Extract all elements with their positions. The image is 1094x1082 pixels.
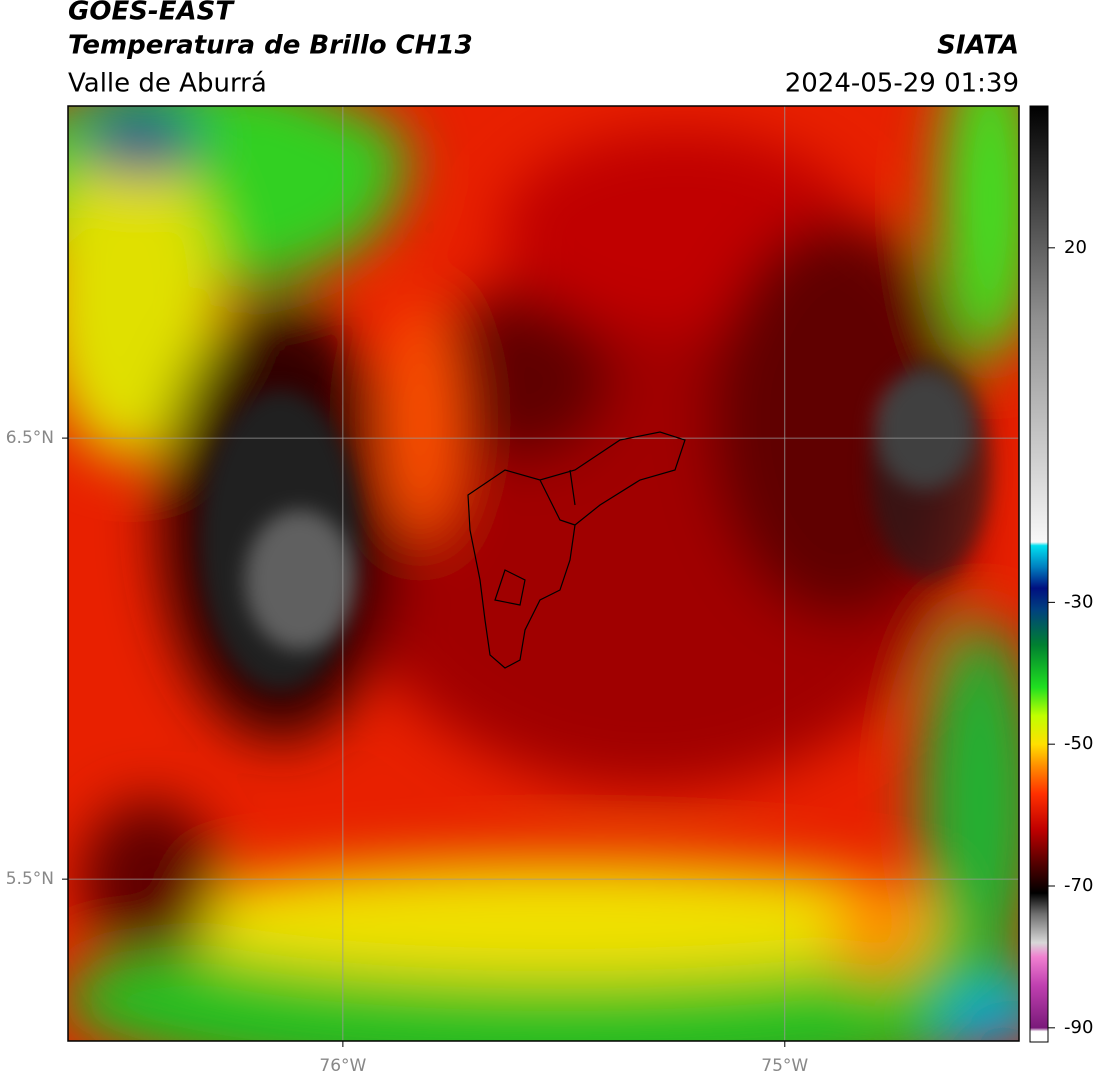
source: SIATA <box>937 31 1019 61</box>
brightness-field <box>68 106 1019 1041</box>
colorbar-label: -90 <box>1064 1017 1093 1038</box>
title: GOES-EAST <box>68 0 235 27</box>
lon-label: 76°W <box>319 1056 366 1076</box>
datetime: 2024-05-29 01:39 <box>785 69 1019 99</box>
colorbar-label: -50 <box>1064 733 1093 754</box>
municipal-boundaries <box>467 431 686 669</box>
colorbar-label: -70 <box>1064 875 1093 896</box>
colorbar-label: -30 <box>1064 591 1093 612</box>
colorbar-label: 20 <box>1064 237 1087 258</box>
colorbar <box>1029 105 1049 1043</box>
lon-label: 75°W <box>761 1056 808 1076</box>
lat-label: 6.5°N <box>6 428 54 448</box>
lat-label: 5.5°N <box>6 869 54 889</box>
region: Valle de Aburrá <box>68 69 267 99</box>
subtitle: Temperatura de Brillo CH13 <box>68 31 473 61</box>
map-frame <box>67 105 1020 1042</box>
